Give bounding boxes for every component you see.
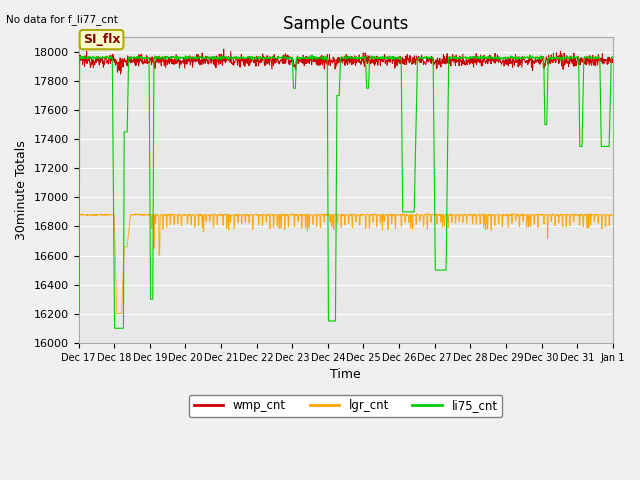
Text: No data for f_li77_cnt: No data for f_li77_cnt xyxy=(6,14,118,25)
Text: SI_flx: SI_flx xyxy=(83,33,120,46)
Title: Sample Counts: Sample Counts xyxy=(283,15,408,33)
Legend: wmp_cnt, lgr_cnt, li75_cnt: wmp_cnt, lgr_cnt, li75_cnt xyxy=(189,395,502,417)
X-axis label: Time: Time xyxy=(330,368,361,381)
Y-axis label: 30minute Totals: 30minute Totals xyxy=(15,140,28,240)
